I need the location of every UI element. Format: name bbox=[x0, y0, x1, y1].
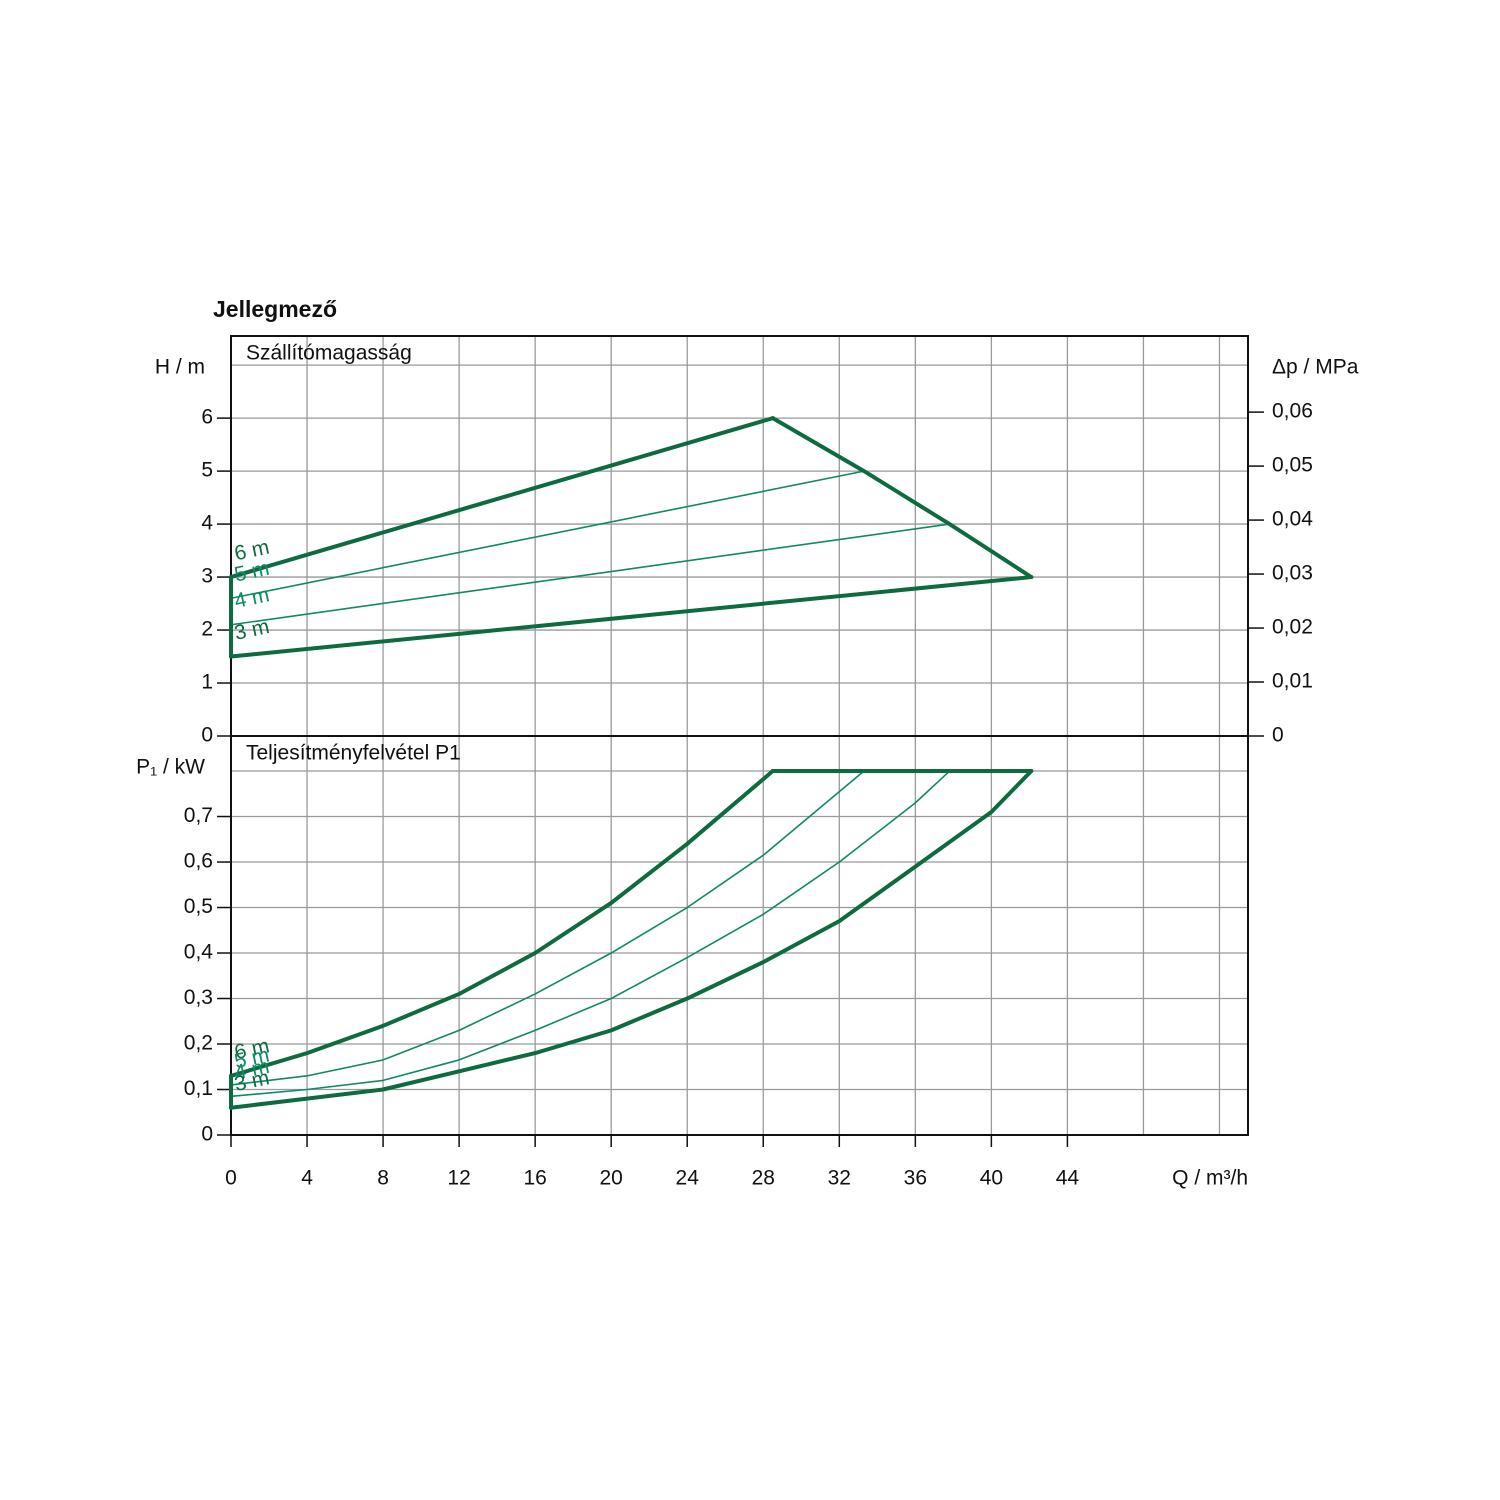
y-tick-label: 0,7 bbox=[184, 804, 213, 827]
y-tick-label: 0 bbox=[201, 1123, 213, 1146]
series-line bbox=[230, 770, 951, 1098]
panel-label: Szállítómagasság bbox=[246, 342, 412, 365]
y-tick-label: 4 bbox=[201, 512, 213, 535]
y-tick-label: 2 bbox=[201, 618, 213, 641]
y-tick-label: 0,2 bbox=[184, 1032, 213, 1055]
y-tick-label: 0,3 bbox=[184, 986, 213, 1009]
x-tick-label: 12 bbox=[447, 1167, 470, 1190]
y2-tick-label: 0,03 bbox=[1272, 562, 1313, 585]
series-line bbox=[230, 523, 951, 626]
y2-tick-label: 0,04 bbox=[1272, 508, 1313, 531]
series-line bbox=[230, 770, 865, 1086]
y2-tick-label: 0 bbox=[1272, 724, 1284, 747]
y2-tick-label: 0,06 bbox=[1272, 400, 1313, 423]
x-tick-label: 16 bbox=[523, 1167, 546, 1190]
y2-tick-label: 0,02 bbox=[1272, 616, 1313, 639]
x-tick-label: 20 bbox=[600, 1167, 623, 1190]
y2-tick-label: 0,01 bbox=[1272, 670, 1313, 693]
y-axis-label: P₁ / kW bbox=[136, 756, 205, 779]
x-tick-label: 24 bbox=[676, 1167, 700, 1190]
plot-frame bbox=[230, 735, 1249, 1136]
y-axis-label: H / m bbox=[155, 356, 205, 379]
panel-label: Teljesítményfelvétel P1 bbox=[246, 742, 461, 765]
series-line bbox=[229, 416, 775, 580]
series-line bbox=[770, 416, 1034, 580]
y-tick-label: 0,4 bbox=[184, 941, 214, 964]
x-tick-label: 44 bbox=[1056, 1167, 1080, 1190]
y-tick-label: 6 bbox=[201, 406, 213, 429]
x-tick-label: 0 bbox=[225, 1167, 237, 1190]
y-tick-label: 0,1 bbox=[184, 1077, 213, 1100]
x-tick-label: 40 bbox=[980, 1167, 1003, 1190]
y-tick-label: 5 bbox=[201, 459, 213, 482]
y-tick-label: 1 bbox=[201, 671, 213, 694]
y-tick-label: 3 bbox=[201, 565, 213, 588]
x-tick-label: 32 bbox=[828, 1167, 851, 1190]
x-tick-label: 8 bbox=[377, 1167, 389, 1190]
series-line bbox=[229, 769, 1034, 1110]
y2-axis-label: Δp / MPa bbox=[1272, 356, 1359, 379]
x-tick-label: 36 bbox=[904, 1167, 927, 1190]
y-tick-label: 0,6 bbox=[184, 850, 213, 873]
x-tick-label: 28 bbox=[752, 1167, 775, 1190]
chart-title: Jellegmező bbox=[213, 296, 337, 322]
y-tick-label: 0 bbox=[201, 724, 213, 747]
series-line bbox=[230, 470, 865, 600]
y-tick-label: 0,5 bbox=[184, 895, 213, 918]
y2-tick-label: 0,05 bbox=[1272, 454, 1313, 477]
series-line bbox=[229, 769, 775, 1078]
x-tick-label: 4 bbox=[301, 1167, 313, 1190]
x-axis-label: Q / m³/h bbox=[1172, 1167, 1248, 1190]
series-line bbox=[229, 575, 1034, 659]
